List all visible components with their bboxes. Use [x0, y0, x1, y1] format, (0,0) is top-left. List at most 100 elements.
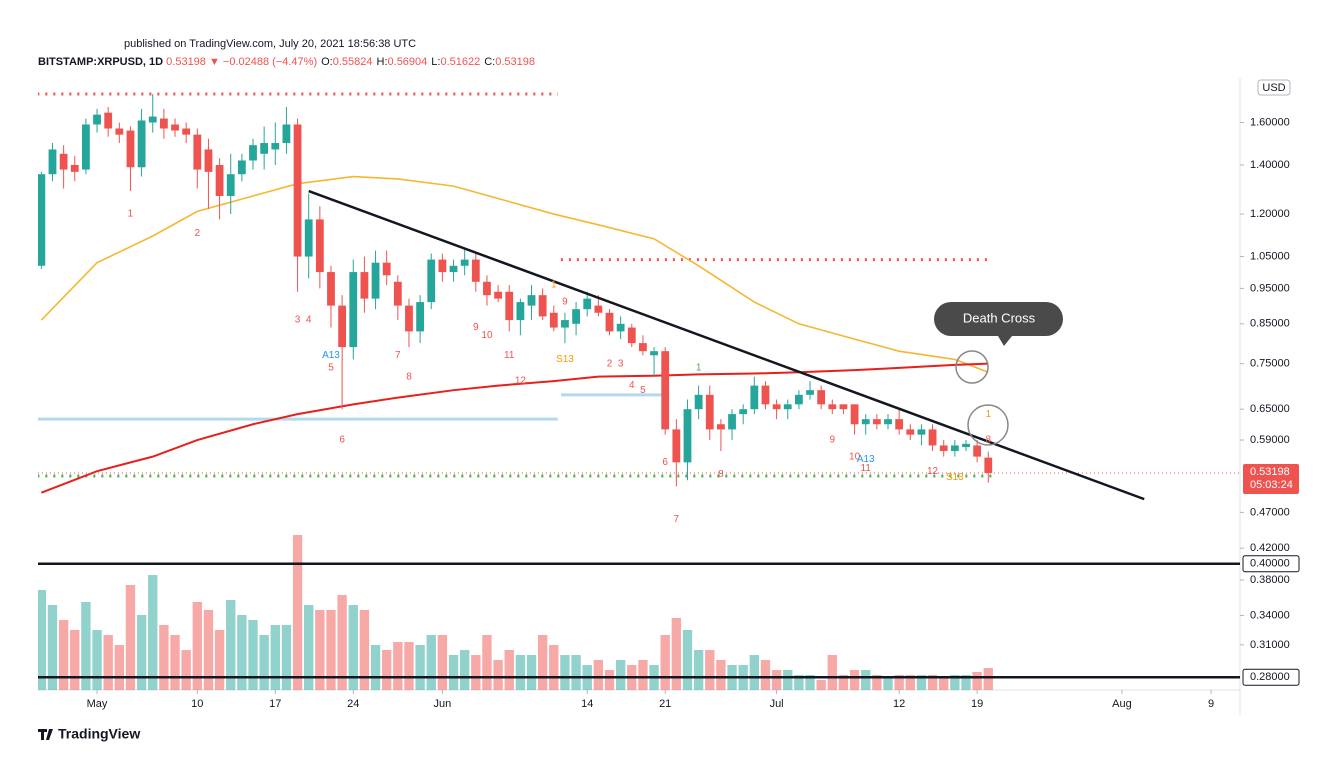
candle-body [962, 443, 970, 448]
x-tick-label: 14 [581, 698, 593, 710]
candle-body [38, 174, 46, 266]
volume-bar [827, 655, 837, 690]
volume-bar [281, 625, 292, 690]
volume-bar [315, 610, 325, 690]
candle-body [950, 445, 959, 451]
candle-body [360, 272, 369, 299]
last-price-label: 0.53198 [1250, 466, 1290, 478]
y-tick-label: 0.42000 [1250, 542, 1290, 554]
volume-bar [359, 610, 370, 690]
breakout-circle [967, 404, 1009, 446]
candle-body [249, 145, 257, 161]
x-tick-label: May [87, 698, 108, 710]
candle-body [327, 272, 335, 306]
volume-bar [270, 625, 280, 690]
volume-bar [760, 660, 771, 690]
volume-bar [983, 668, 993, 690]
volume-bar [192, 602, 202, 690]
volume-bar [348, 605, 358, 690]
ohlc-value: 0.53198 [495, 56, 535, 68]
td-label: 8 [406, 371, 412, 382]
candle-body [137, 120, 146, 168]
ohlc-label: L: [431, 56, 440, 68]
candle-body [215, 164, 224, 197]
td-label: 11 [861, 463, 872, 474]
volume-bar [872, 675, 882, 690]
candle-body [561, 320, 569, 328]
volume-bar [693, 650, 704, 690]
candle-body [338, 305, 347, 348]
published: published on TradingView.com, July 20, 2… [124, 38, 416, 50]
candle-body [382, 262, 391, 276]
candle-body [505, 291, 514, 321]
candle-body [728, 414, 736, 430]
last: 0.53198 [166, 56, 206, 68]
candle-body [82, 124, 90, 170]
candle-body [204, 149, 213, 172]
candle-body [148, 116, 157, 123]
y-tick-label: 0.31000 [1250, 639, 1290, 651]
candle-body [460, 259, 469, 266]
volume-bar [905, 675, 915, 690]
volume-bar [292, 535, 303, 690]
td-label: 1 [128, 209, 134, 220]
td-label: 8 [985, 435, 991, 446]
candle-body [973, 445, 982, 457]
y-tick-label: 0.34000 [1250, 609, 1290, 621]
ohlc-value: 0.56904 [388, 56, 428, 68]
volume-bar [571, 655, 581, 690]
volume-bar [326, 610, 336, 690]
candle-body [471, 259, 480, 282]
volume-bar [125, 585, 136, 690]
y-tick-label: 0.75000 [1250, 358, 1290, 370]
volume-bar [114, 645, 125, 690]
candle-body [639, 343, 647, 352]
volume-bar [883, 678, 893, 690]
callout-box [934, 302, 1063, 346]
volume-bar [448, 655, 459, 690]
candle-body [594, 305, 603, 313]
hline-badge [1242, 555, 1300, 573]
candle-body [605, 312, 614, 332]
td-label: A13 [857, 454, 875, 465]
volume-bar [560, 655, 570, 690]
candle-body [672, 429, 681, 463]
brand: TradingView [58, 726, 140, 742]
volume-bar [47, 605, 58, 690]
y-tick-label: 0.59000 [1250, 434, 1290, 446]
volume-bar [805, 675, 815, 690]
volume-bar [304, 605, 314, 690]
candle-body [794, 394, 803, 405]
moving-average [40, 175, 989, 373]
candle-body [371, 262, 380, 299]
candle-body [694, 394, 703, 410]
ohlc-label: O: [321, 56, 333, 68]
candle-body [761, 385, 770, 405]
volume-bar [92, 630, 102, 690]
trendline [308, 189, 1145, 501]
candle-body [427, 259, 436, 303]
volume-bar [203, 610, 214, 690]
candle-body [828, 404, 837, 410]
candle-body [182, 128, 191, 135]
candle-body [717, 424, 725, 430]
volume-bar [459, 650, 470, 690]
volume-bar [615, 660, 626, 690]
y-tick-label: 0.95000 [1250, 282, 1290, 294]
candle-body [850, 404, 859, 425]
td-label: 1 [985, 409, 991, 420]
ohlc-value: 0.51622 [440, 56, 480, 68]
candle-body [393, 281, 402, 306]
volume-bar [259, 635, 269, 690]
volume-bar [248, 620, 258, 690]
candle-body [405, 305, 413, 332]
td-label: 9 [473, 322, 479, 333]
volume-bar [927, 675, 938, 690]
candle-body [772, 404, 781, 410]
candle-body [516, 302, 525, 321]
volume-bar [794, 675, 804, 690]
y-tick-label: 1.60000 [1250, 116, 1290, 128]
last-price-badge [1243, 463, 1299, 494]
candle-body [939, 445, 948, 451]
